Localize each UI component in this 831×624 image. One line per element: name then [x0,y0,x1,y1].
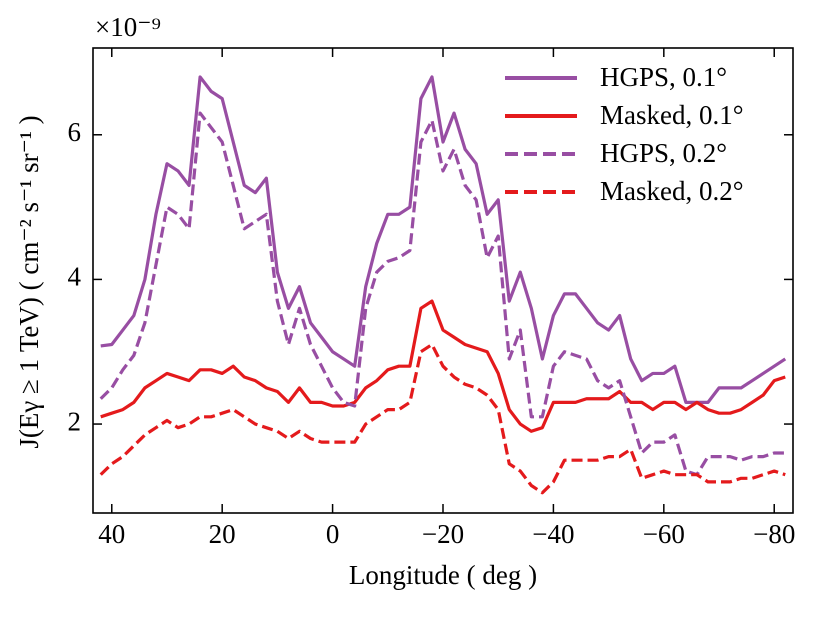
x-tick-label: 0 [326,519,340,549]
plot-frame [92,47,794,514]
x-tick-label: −60 [643,519,685,549]
x-tick-label: 20 [209,519,236,549]
x-tick-label: −20 [422,519,464,549]
y-axis-label: J(Eγ ≥ 1 TeV) ( cm⁻² s⁻¹ sr⁻¹ ) [14,115,44,448]
y-tick-label: 4 [68,262,82,292]
legend-label: Masked, 0.2° [600,176,744,206]
y-tick-label: 2 [68,406,82,436]
legend-label: HGPS, 0.2° [600,138,727,168]
x-tick-label: −80 [753,519,795,549]
legend-label: Masked, 0.1° [600,100,744,130]
legend-label: HGPS, 0.1° [600,62,727,92]
y-offset-label: ×10⁻⁹ [95,12,161,42]
x-tick-label: 40 [98,519,125,549]
series-line [99,342,786,495]
x-tick-label: −40 [532,519,574,549]
series-line [100,299,786,433]
series-line [100,75,787,404]
series-line [99,111,786,477]
x-axis-label: Longitude ( deg ) [349,560,537,590]
y-tick-label: 6 [68,117,82,147]
